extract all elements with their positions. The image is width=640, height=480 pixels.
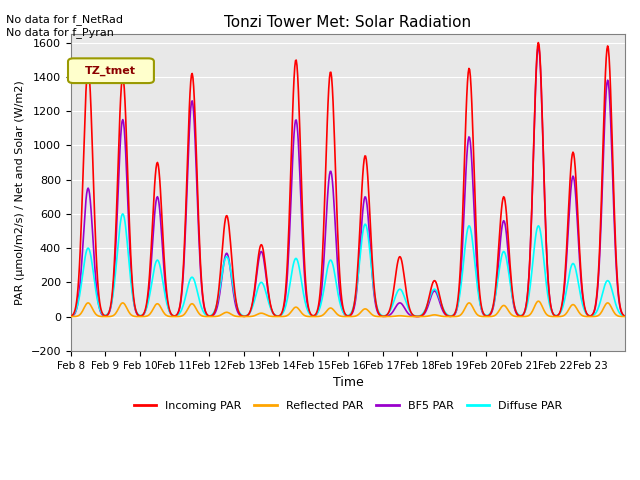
Legend: Incoming PAR, Reflected PAR, BF5 PAR, Diffuse PAR: Incoming PAR, Reflected PAR, BF5 PAR, Di… xyxy=(129,396,566,415)
FancyBboxPatch shape xyxy=(68,59,154,83)
Title: Tonzi Tower Met: Solar Radiation: Tonzi Tower Met: Solar Radiation xyxy=(225,15,472,30)
X-axis label: Time: Time xyxy=(333,376,364,389)
Text: No data for f_NetRad
No data for f_Pyran: No data for f_NetRad No data for f_Pyran xyxy=(6,14,124,38)
Text: TZ_tmet: TZ_tmet xyxy=(85,66,136,76)
Y-axis label: PAR (μmol/m2/s) / Net and Solar (W/m2): PAR (μmol/m2/s) / Net and Solar (W/m2) xyxy=(15,80,25,305)
